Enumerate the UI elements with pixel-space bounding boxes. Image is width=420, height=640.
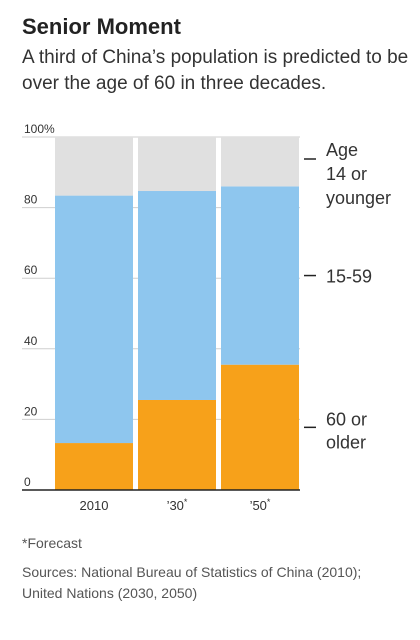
forecast-footnote: *Forecast [22, 535, 82, 551]
sources-note: Sources: National Bureau of Statistics o… [22, 564, 362, 601]
x-tick-label: 2010 [80, 498, 109, 513]
bar-segment-14-or-younger [221, 137, 299, 187]
forecast-asterisk: * [184, 497, 188, 507]
bar-segment-60-or-older [221, 364, 299, 490]
chart-subtitle: A third of China’s population is predict… [22, 47, 409, 94]
legend-14-or-younger: Age [326, 140, 358, 160]
forecast-asterisk: * [267, 497, 271, 507]
bar-segment-15-59 [55, 195, 133, 444]
y-tick-label: 80 [24, 193, 38, 207]
stacked-bar-chart: 0 20 40 60 80 100% 2010 ’30* ’50* 60 or older 15-59… [22, 122, 391, 513]
legend-14-or-younger: 14 or [326, 164, 367, 184]
y-tick-label: 100% [24, 122, 55, 136]
x-tick-label: ’50* [250, 497, 271, 513]
bar-segment-60-or-older [138, 399, 216, 490]
bar-segment-14-or-younger [55, 137, 133, 196]
y-tick-label: 40 [24, 334, 38, 348]
x-tick-label: ’30* [167, 497, 188, 513]
bar-segment-60-or-older [55, 443, 133, 490]
y-tick-label: 20 [24, 404, 38, 418]
legend-60-or-older: 60 or [326, 409, 367, 429]
legend-60-or-older: older [326, 432, 366, 452]
y-tick-label: 0 [24, 475, 31, 489]
bar-segment-15-59 [138, 191, 216, 400]
y-tick-label: 60 [24, 263, 38, 277]
bar-segment-14-or-younger [138, 137, 216, 192]
chart-title: Senior Moment [22, 14, 181, 39]
bar-segment-15-59 [221, 186, 299, 365]
legend-15-59: 15-59 [326, 267, 372, 287]
legend-14-or-younger: younger [326, 188, 391, 208]
